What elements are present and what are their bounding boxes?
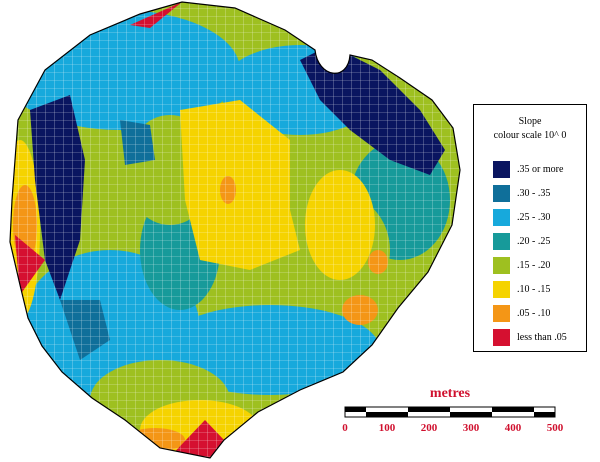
- legend-label: .25 - .30: [517, 212, 551, 223]
- legend-swatch: [493, 281, 510, 298]
- legend-label: .05 - .10: [517, 308, 551, 319]
- slope-surface: [10, 2, 460, 458]
- legend-item: .30 - .35: [493, 185, 583, 202]
- legend-item: .10 - .15: [493, 281, 583, 298]
- scale-tick-label: 0: [342, 422, 348, 434]
- legend-swatch: [493, 257, 510, 274]
- scale-tick-label: 100: [378, 422, 396, 434]
- legend-item: .25 - .30: [493, 209, 583, 226]
- scale-tick-label: 200: [420, 422, 438, 434]
- scale-bar: [344, 406, 556, 418]
- legend-label: .10 - .15: [517, 284, 551, 295]
- legend-item: .05 - .10: [493, 305, 583, 322]
- scale-tick-label: 400: [504, 422, 522, 434]
- legend-item: less than .05: [493, 329, 583, 346]
- legend-swatch: [493, 305, 510, 322]
- legend: Slope colour scale 10^ 0 .35 or more .30 …: [473, 104, 587, 352]
- legend-label: .30 - .35: [517, 188, 551, 199]
- legend-title: Slope: [518, 116, 542, 127]
- scale-tick-label: 300: [462, 422, 480, 434]
- legend-item: .15 - .20: [493, 257, 583, 274]
- legend-swatch: [493, 329, 510, 346]
- island-outline: [9, 1, 461, 459]
- legend-swatch: [493, 161, 510, 178]
- legend-swatch: [493, 233, 510, 250]
- legend-item: .35 or more: [493, 161, 583, 178]
- legend-label: .35 or more: [517, 164, 564, 175]
- legend-label: .15 - .20: [517, 260, 551, 271]
- legend-swatch: [493, 209, 510, 226]
- legend-label: less than .05: [517, 332, 567, 343]
- legend-swatch: [493, 185, 510, 202]
- legend-item: .20 - .25: [493, 233, 583, 250]
- scale-bar-title: metres: [429, 386, 471, 401]
- legend-label: .20 - .25: [517, 236, 551, 247]
- scale-tick-label: 500: [546, 422, 564, 434]
- legend-subtitle: colour scale 10^ 0: [493, 130, 567, 141]
